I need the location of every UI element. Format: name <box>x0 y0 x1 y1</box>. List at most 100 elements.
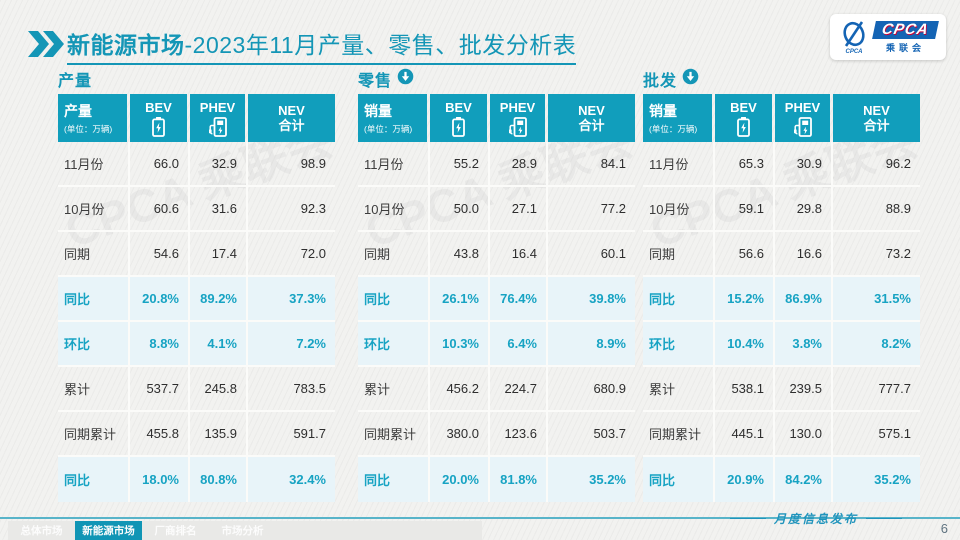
table-row: 同比 20.0% 81.8% 35.2% <box>358 457 635 502</box>
value-cell: 16.4 <box>490 232 548 277</box>
value-cell: 456.2 <box>430 367 490 412</box>
value-cell: 15.2% <box>715 277 775 322</box>
value-cell: 84.1 <box>548 142 635 187</box>
row-label: 同期 <box>643 232 715 277</box>
value-cell: 29.8 <box>775 187 833 232</box>
value-cell: 783.5 <box>248 367 335 412</box>
value-cell: 65.3 <box>715 142 775 187</box>
value-cell: 31.5% <box>833 277 920 322</box>
table-row: 11月份 55.2 28.9 84.1 <box>358 142 635 187</box>
value-cell: 16.6 <box>775 232 833 277</box>
tab-nev-market[interactable]: 新能源市场 <box>75 521 142 540</box>
value-cell: 73.2 <box>833 232 920 277</box>
row-label: 11月份 <box>643 142 715 187</box>
value-cell: 135.9 <box>190 412 248 457</box>
wholesale-table: 销量 (单位：万辆) BEV PHEV NEV <box>643 94 920 502</box>
value-cell: 6.4% <box>490 322 548 367</box>
row-label: 环比 <box>643 322 715 367</box>
table-header-row: 销量 (单位：万辆) BEV PHEV NEV <box>358 94 635 142</box>
row-label: 累计 <box>58 367 130 412</box>
section-title: 批发 <box>643 73 678 90</box>
value-cell: 92.3 <box>248 187 335 232</box>
value-cell: 80.8% <box>190 457 248 502</box>
value-cell: 81.8% <box>490 457 548 502</box>
value-cell: 130.0 <box>775 412 833 457</box>
phev-header-cell: PHEV <box>490 94 548 142</box>
footer-divider <box>0 517 960 519</box>
value-cell: 77.2 <box>548 187 635 232</box>
table-row: 同比 26.1% 76.4% 39.8% <box>358 277 635 322</box>
value-cell: 84.2% <box>775 457 833 502</box>
cpca-wordmark: CPCA <box>872 20 939 39</box>
table-row: 同期 54.6 17.4 72.0 <box>58 232 335 277</box>
value-cell: 123.6 <box>490 412 548 457</box>
value-cell: 380.0 <box>430 412 490 457</box>
row-label: 同期 <box>58 232 130 277</box>
value-cell: 503.7 <box>548 412 635 457</box>
tab-oem-ranking[interactable]: 厂商排名 <box>154 525 197 537</box>
table-row: 累计 456.2 224.7 680.9 <box>358 367 635 412</box>
double-chevron-icon <box>28 31 66 62</box>
value-cell: 56.6 <box>715 232 775 277</box>
tab-overall-market[interactable]: 总体市场 <box>20 525 63 537</box>
table-row: 环比 10.4% 3.8% 8.2% <box>643 322 920 367</box>
table-row: 同期累计 380.0 123.6 503.7 <box>358 412 635 457</box>
table-row: 10月份 59.1 29.8 88.9 <box>643 187 920 232</box>
cpca-logo: CPCA CPCA 乘联会 <box>830 14 946 60</box>
value-cell: 538.1 <box>715 367 775 412</box>
table-header-row: 产量 (单位：万辆) BEV PHEV NEV <box>58 94 335 142</box>
row-label: 同期累计 <box>643 412 715 457</box>
value-cell: 239.5 <box>775 367 833 412</box>
retail-table: 销量 (单位：万辆) BEV PHEV NEV <box>358 94 635 502</box>
section-retail: 零售 <box>358 68 414 90</box>
phev-header-cell: PHEV <box>190 94 248 142</box>
value-cell: 72.0 <box>248 232 335 277</box>
row-label: 同比 <box>358 277 430 322</box>
page-number: 6 <box>940 521 948 536</box>
table-row: 同期累计 445.1 130.0 575.1 <box>643 412 920 457</box>
value-cell: 89.2% <box>190 277 248 322</box>
value-cell: 54.6 <box>130 232 190 277</box>
footer-tab-bar: 总体市场 新能源市场 厂商排名 市场分析 <box>8 521 482 540</box>
section-wholesale: 批发 <box>643 68 699 90</box>
phev-header-cell: PHEV <box>775 94 833 142</box>
row-label: 10月份 <box>58 187 130 232</box>
row-label: 同期累计 <box>58 412 130 457</box>
charging-station-icon <box>509 116 527 137</box>
value-cell: 60.6 <box>130 187 190 232</box>
table-row: 同比 20.8% 89.2% 37.3% <box>58 277 335 322</box>
value-cell: 224.7 <box>490 367 548 412</box>
table-row: 10月份 50.0 27.1 77.2 <box>358 187 635 232</box>
table-header-row: 销量 (单位：万辆) BEV PHEV NEV <box>643 94 920 142</box>
publication-label: 月度信息发布 <box>729 510 902 527</box>
charging-station-icon <box>209 116 227 137</box>
measure-header-cell: 产量 (单位：万辆) <box>58 94 130 142</box>
section-title: 零售 <box>358 73 393 90</box>
row-label: 10月份 <box>358 187 430 232</box>
row-label: 同期 <box>358 232 430 277</box>
value-cell: 86.9% <box>775 277 833 322</box>
value-cell: 20.0% <box>430 457 490 502</box>
value-cell: 35.2% <box>833 457 920 502</box>
value-cell: 537.7 <box>130 367 190 412</box>
section-production: 产量 <box>58 68 92 90</box>
charging-station-icon <box>794 116 812 137</box>
value-cell: 17.4 <box>190 232 248 277</box>
publication-line-left <box>729 518 766 519</box>
tab-market-analysis[interactable]: 市场分析 <box>221 525 264 537</box>
value-cell: 27.1 <box>490 187 548 232</box>
value-cell: 31.6 <box>190 187 248 232</box>
row-label: 累计 <box>643 367 715 412</box>
nev-header-cell: NEV 合计 <box>248 94 335 142</box>
value-cell: 96.2 <box>833 142 920 187</box>
table-row: 同期 43.8 16.4 60.1 <box>358 232 635 277</box>
cpca-emblem-icon: CPCA <box>843 21 865 54</box>
publication-line-right <box>866 518 902 519</box>
nev-header-cell: NEV 合计 <box>833 94 920 142</box>
value-cell: 4.1% <box>190 322 248 367</box>
svg-text:CPCA: CPCA <box>846 49 863 54</box>
value-cell: 39.8% <box>548 277 635 322</box>
battery-icon <box>152 116 165 137</box>
section-title: 产量 <box>58 73 93 90</box>
value-cell: 20.9% <box>715 457 775 502</box>
